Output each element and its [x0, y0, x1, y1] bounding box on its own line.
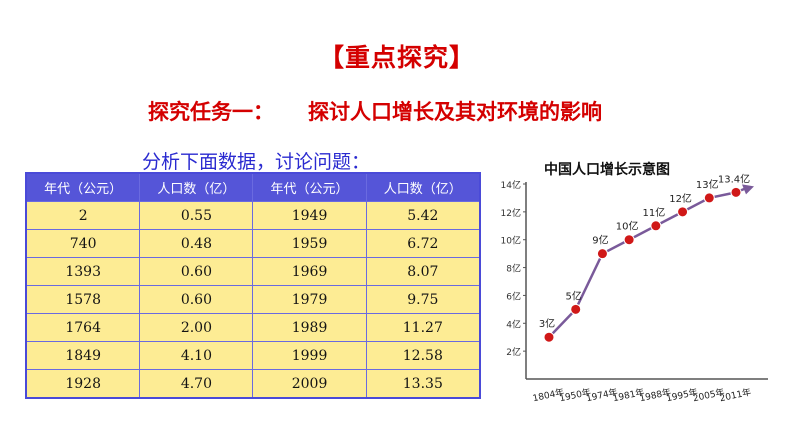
- data-label: 11亿: [642, 206, 665, 219]
- table-cell: 2.00: [139, 313, 254, 342]
- table-cell: 1393: [25, 257, 141, 286]
- table-cell: 0.55: [139, 201, 254, 230]
- y-tick-label: 14亿: [501, 179, 521, 191]
- task-line: 探究任务一： 探讨人口增长及其对环境的影响: [148, 96, 602, 126]
- table-cell: 1999: [252, 341, 367, 370]
- column-header: 人口数（亿）: [365, 172, 481, 202]
- table-row: 1928 4.70 2009 13.35: [25, 369, 481, 399]
- y-tick-label: 10亿: [501, 235, 521, 247]
- population-growth-chart: 中国人口增长示意图 2亿 4亿 6亿 8亿 10亿 12亿 14亿 1804年 1950年 197…: [496, 138, 778, 418]
- data-label: 10亿: [616, 220, 639, 233]
- line-arrowhead: [742, 184, 754, 195]
- data-point: [596, 248, 608, 260]
- table-cell: 4.70: [139, 369, 254, 399]
- section-heading: 【重点探究】: [318, 43, 475, 72]
- table-cell: 11.27: [365, 313, 481, 342]
- column-header: 年代（公元）: [25, 172, 141, 202]
- data-label: 9亿: [592, 234, 608, 247]
- table-cell: 1959: [252, 229, 367, 258]
- column-header: 人口数（亿）: [139, 172, 254, 202]
- chart-svg: 中国人口增长示意图 2亿4亿6亿8亿10亿12亿14亿1804年1950年197…: [501, 161, 768, 404]
- table-row: 1578 0.60 1979 9.75: [25, 285, 481, 314]
- data-point: [730, 186, 742, 198]
- data-label: 5亿: [566, 289, 582, 302]
- task-title: 探究任务一：: [148, 100, 274, 124]
- data-point: [650, 220, 662, 232]
- table-cell: 1578: [25, 285, 141, 314]
- table-cell: 6.72: [365, 229, 481, 258]
- table-cell: 1849: [25, 341, 141, 370]
- table-cell: 0.60: [139, 257, 254, 286]
- table-row: 2 0.55 1949 5.42: [25, 201, 481, 230]
- table-cell: 2009: [252, 369, 367, 399]
- data-point: [543, 331, 555, 343]
- data-point: [677, 206, 689, 218]
- data-point: [703, 192, 715, 204]
- table-row: 1393 0.60 1969 8.07: [25, 257, 481, 286]
- data-point: [570, 303, 582, 315]
- y-tick-label: 4亿: [506, 318, 521, 330]
- table-cell: 4.10: [139, 341, 254, 370]
- table-cell: 2: [25, 201, 141, 230]
- table-cell: 1979: [252, 285, 367, 314]
- data-label: 13亿: [696, 178, 719, 191]
- y-tick-label: 8亿: [506, 263, 521, 275]
- table-cell: 8.07: [365, 257, 481, 286]
- table-cell: 9.75: [365, 285, 481, 314]
- table-cell: 13.35: [365, 369, 481, 399]
- data-label: 13.4亿: [718, 172, 750, 185]
- column-header: 年代（公元）: [252, 172, 367, 202]
- table-row: 1849 4.10 1999 12.58: [25, 341, 481, 370]
- table-header-row: 年代（公元） 人口数（亿） 年代（公元） 人口数（亿）: [25, 172, 481, 202]
- table-cell: 12.58: [365, 341, 481, 370]
- table-row: 1764 2.00 1989 11.27: [25, 313, 481, 342]
- chart-title: 中国人口增长示意图: [544, 161, 670, 178]
- table-cell: 0.48: [139, 229, 254, 258]
- y-tick-label: 2亿: [506, 346, 521, 358]
- task-topic: 探讨人口增长及其对环境的影响: [308, 100, 602, 124]
- y-tick-label: 6亿: [506, 290, 521, 302]
- table-cell: 740: [25, 229, 141, 258]
- population-table: 年代（公元） 人口数（亿） 年代（公元） 人口数（亿） 2 0.55 1949 …: [25, 172, 481, 399]
- table-row: 740 0.48 1959 6.72: [25, 229, 481, 258]
- table-cell: 5.42: [365, 201, 481, 230]
- table-cell: 0.60: [139, 285, 254, 314]
- y-tick-label: 12亿: [501, 207, 521, 219]
- table-cell: 1949: [252, 201, 367, 230]
- discussion-prompt: 分析下面数据，讨论问题：: [142, 151, 371, 173]
- data-label: 3亿: [539, 317, 555, 330]
- table-cell: 1764: [25, 313, 141, 342]
- table-cell: 1969: [252, 257, 367, 286]
- data-label: 12亿: [669, 192, 692, 205]
- data-point: [623, 234, 635, 246]
- table-cell: 1989: [252, 313, 367, 342]
- table-cell: 1928: [25, 369, 141, 399]
